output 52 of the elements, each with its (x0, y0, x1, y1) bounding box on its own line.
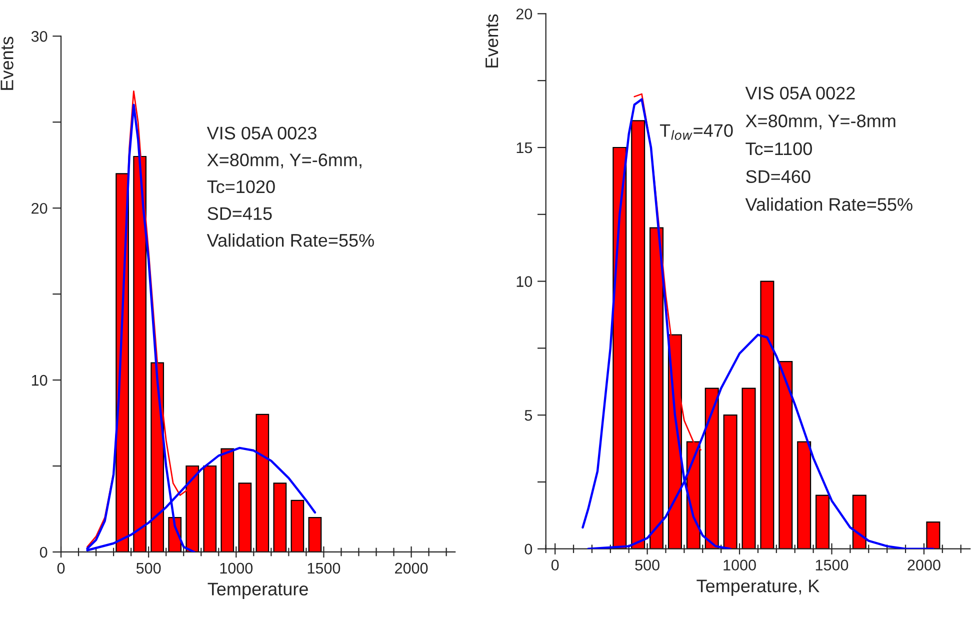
bar (852, 494, 866, 549)
y-axis-title: Events (486, 14, 498, 68)
bar (704, 388, 719, 549)
bar (797, 441, 812, 549)
y-tick-label: 20 (516, 8, 532, 20)
y-tick-label: 20 (32, 202, 48, 214)
annotation: Tc=1020 (207, 180, 275, 194)
x-axis-title: Temperature (208, 582, 308, 600)
x-tick-label: 1500 (816, 560, 848, 570)
y-tick-label: 0 (40, 546, 48, 558)
bar (778, 361, 793, 549)
x-tick-label: 500 (635, 560, 660, 570)
annotation: VIS 05A 0022 (745, 86, 855, 100)
y-tick-label: 15 (516, 142, 532, 154)
bar (290, 500, 304, 552)
x-axis-title: Temperature, K (696, 580, 820, 596)
annotation: SD=460 (746, 170, 810, 183)
y-tick-label: 0 (524, 544, 532, 555)
bar (220, 448, 234, 552)
bar (631, 120, 646, 549)
bar (612, 146, 627, 549)
annotation: Validation Rate=55% (206, 234, 374, 247)
bar (256, 414, 270, 552)
annotation: SD=415 (208, 207, 272, 220)
x-tick-label: 1000 (724, 560, 756, 570)
y-tick-label: 30 (31, 31, 48, 42)
bar (203, 465, 217, 552)
x-tick-label: 0 (57, 562, 65, 574)
bar (308, 517, 322, 552)
y-tick-label: 10 (32, 374, 48, 386)
bar (926, 522, 940, 549)
x-tick-label: 1500 (308, 562, 340, 574)
y-axis-title: Events (0, 36, 14, 90)
x-tick-label: 500 (136, 562, 161, 574)
annotation: Tc=1100 (746, 142, 812, 156)
x-tick-label: 1000 (220, 562, 253, 574)
x-tick-label: 2000 (395, 562, 428, 574)
annotation: X=80mm, Y=-8mm (746, 114, 896, 130)
y-tick-label: 5 (524, 410, 532, 421)
bar (742, 388, 756, 549)
bar (723, 414, 738, 549)
annotation: VIS 05A 0023 (206, 126, 316, 140)
annotation: T$_{low}$=470 (660, 124, 733, 140)
annotation: Validation Rate=55% (745, 198, 912, 211)
bar (816, 494, 830, 549)
x-tick-label: 0 (551, 560, 559, 570)
bar (760, 280, 774, 549)
bar (238, 482, 252, 552)
x-tick-label: 2000 (908, 560, 940, 570)
annotation: X=80mm, Y=-6mm, (207, 154, 362, 168)
bar (273, 482, 287, 552)
y-tick-label: 10 (516, 276, 532, 287)
